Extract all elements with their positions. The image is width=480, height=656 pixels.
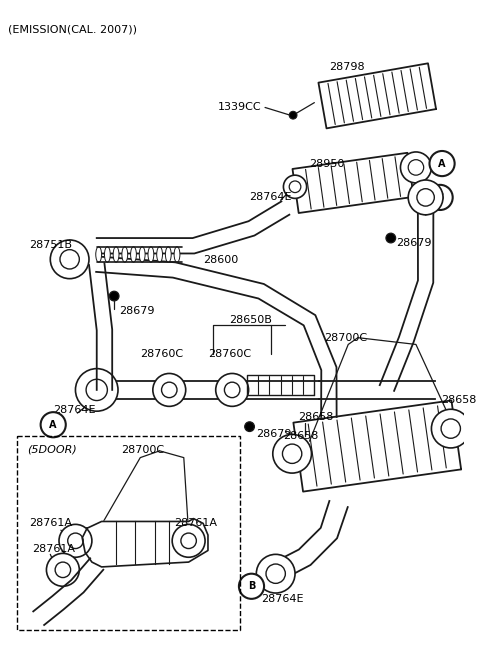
Circle shape [55,562,71,577]
Circle shape [428,185,453,210]
Text: (EMISSION(CAL. 2007)): (EMISSION(CAL. 2007)) [8,24,137,34]
Text: 28761A: 28761A [174,518,217,528]
Circle shape [59,524,92,557]
Circle shape [216,373,249,406]
Circle shape [245,422,254,432]
Bar [17,436,240,630]
Circle shape [266,564,285,583]
Circle shape [273,434,312,473]
Text: 28700C: 28700C [121,445,164,455]
Circle shape [109,291,119,301]
Circle shape [50,240,89,279]
Circle shape [225,382,240,398]
Circle shape [430,151,455,176]
Polygon shape [319,381,435,399]
Text: 28679: 28679 [119,306,155,316]
Ellipse shape [113,247,119,262]
Polygon shape [33,558,103,625]
Circle shape [386,233,396,243]
Circle shape [408,180,443,215]
Circle shape [289,112,297,119]
Circle shape [289,181,301,193]
Circle shape [86,379,108,401]
Circle shape [47,554,79,586]
Circle shape [256,554,295,593]
Polygon shape [292,153,414,213]
Circle shape [75,369,118,411]
Text: 28658: 28658 [298,412,333,422]
Text: 28751B: 28751B [29,240,72,250]
Circle shape [441,419,460,438]
Text: 28679: 28679 [396,238,432,248]
Polygon shape [97,201,289,253]
Text: 28650B: 28650B [229,316,272,325]
Ellipse shape [166,247,171,262]
Ellipse shape [174,247,180,262]
Text: 28658: 28658 [283,432,319,441]
Polygon shape [89,263,112,390]
Text: B: B [436,192,444,203]
Ellipse shape [131,247,136,262]
Circle shape [283,175,307,198]
Text: 28764E: 28764E [53,405,96,415]
Circle shape [400,152,432,183]
Text: 28658: 28658 [441,394,477,405]
Text: 28679: 28679 [256,430,292,440]
Polygon shape [293,400,461,491]
Ellipse shape [105,247,110,262]
Polygon shape [247,375,314,395]
Circle shape [60,250,79,269]
Text: 28950: 28950 [310,159,345,169]
Text: 28760C: 28760C [208,349,251,359]
Circle shape [432,409,470,448]
Circle shape [162,382,177,398]
Circle shape [172,524,205,557]
Text: 28761A: 28761A [32,544,75,554]
Text: 28761A: 28761A [29,518,72,528]
Text: 28764E: 28764E [250,192,292,203]
Circle shape [68,533,83,548]
Circle shape [239,574,264,599]
Ellipse shape [148,247,154,262]
Text: (5DOOR): (5DOOR) [27,445,77,455]
Text: 28760C: 28760C [140,349,183,359]
Circle shape [408,159,424,175]
Text: B: B [248,581,255,591]
Text: 28700C: 28700C [324,333,367,342]
Polygon shape [97,381,319,399]
Text: A: A [438,159,446,169]
Text: 1339CC: 1339CC [217,102,261,112]
Circle shape [417,189,434,206]
Text: 28600: 28600 [203,255,239,265]
Polygon shape [380,214,433,391]
Ellipse shape [156,247,163,262]
Circle shape [153,373,186,406]
Circle shape [181,533,196,548]
Polygon shape [318,64,436,129]
Polygon shape [82,518,208,567]
Text: 28798: 28798 [329,62,364,72]
Polygon shape [96,256,336,417]
Text: A: A [49,420,57,430]
Circle shape [282,444,302,463]
Ellipse shape [139,247,145,262]
Ellipse shape [96,247,102,262]
Ellipse shape [122,247,128,262]
Text: 28764E: 28764E [261,594,304,604]
Circle shape [41,412,66,438]
Polygon shape [276,501,348,579]
